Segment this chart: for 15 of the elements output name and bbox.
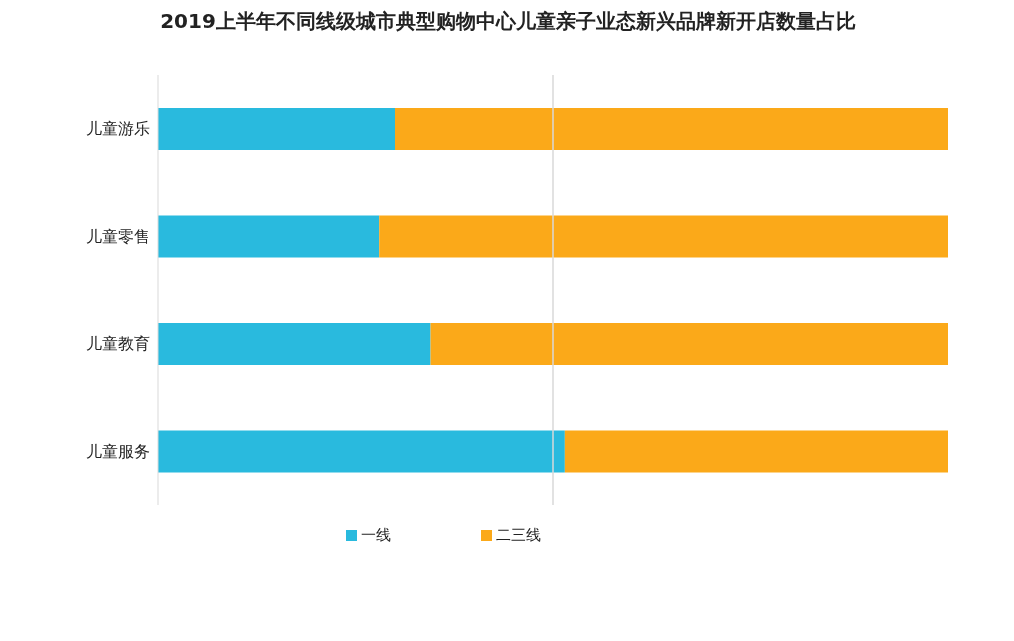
bar (430, 323, 948, 365)
y-tick-label: 儿童服务 (86, 441, 150, 461)
y-tick-label: 儿童教育 (86, 334, 150, 354)
bar (158, 215, 380, 258)
bar (158, 323, 431, 365)
bar (158, 108, 395, 150)
bar (379, 215, 948, 258)
y-tick-label: 儿童零售 (86, 226, 150, 246)
bar (564, 430, 948, 473)
legend-label: 一线 (360, 526, 391, 544)
bar (158, 430, 565, 473)
legend-label: 二三线 (495, 526, 541, 544)
bar (395, 108, 948, 150)
chart-title: 2019上半年不同线级城市典型购物中心儿童亲子业态新兴品牌新开店数量占比 (159, 8, 857, 35)
y-tick-label: 儿童游乐 (86, 119, 150, 139)
